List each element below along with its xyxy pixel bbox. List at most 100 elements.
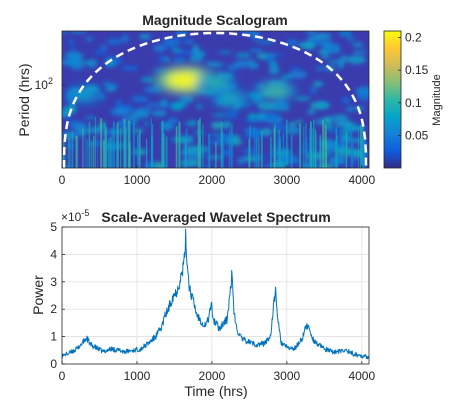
scalogram-y-tick-exponent: 2 — [48, 76, 53, 86]
scalogram-texture-cell — [295, 96, 311, 101]
scalogram-texture-cell — [227, 64, 239, 71]
scalogram-image — [62, 31, 369, 168]
scalogram-texture-cell — [71, 65, 85, 70]
colorbar-tick-label: 0.2 — [405, 31, 422, 45]
colorbar-tick-label: 0.1 — [405, 96, 422, 110]
scalogram-y-axis: 102 Period (hrs) — [16, 63, 65, 137]
scalogram-texture-cell — [244, 130, 263, 139]
scalogram-texture-cell — [102, 81, 113, 86]
spectrum-line — [62, 228, 369, 360]
scalogram-texture-cell — [217, 51, 233, 54]
scalogram-texture-cell — [288, 122, 297, 127]
scalogram-hotspot — [202, 76, 229, 89]
spectrum-x-axis: 0 1000 2000 3000 4000 — [59, 361, 375, 383]
scalogram-axes-box — [61, 30, 370, 169]
scalogram-texture-cell — [222, 148, 232, 157]
scalogram-texture-cell — [207, 62, 224, 67]
scalogram-texture-cell — [106, 38, 122, 45]
scalogram-texture-cell — [309, 87, 317, 94]
scalogram-x-tick-label: 2000 — [199, 173, 226, 187]
scalogram-texture-cell — [268, 66, 280, 75]
colorbar-tick-label: 0.05 — [405, 128, 429, 142]
scalogram-texture-cell — [255, 40, 275, 44]
scalogram-texture-cell — [121, 65, 139, 71]
scalogram-texture-cell — [67, 52, 84, 61]
scalogram-texture-cell — [302, 41, 316, 50]
spectrum-y-tick-label: 0 — [50, 357, 57, 371]
colorbar-box — [383, 30, 402, 169]
scalogram-texture-cell — [165, 45, 176, 49]
scalogram-texture-cell — [172, 47, 182, 53]
scalogram-texture-cell — [338, 31, 351, 33]
scalogram-streaks — [62, 116, 367, 168]
scalogram-texture-cell — [170, 101, 184, 111]
scalogram-texture-cell — [163, 56, 171, 62]
scalogram-texture-cell — [226, 137, 243, 146]
scalogram-texture-cell — [325, 123, 333, 131]
colorbar-gradient — [384, 31, 401, 168]
spectrum-y-tick-label: 1 — [50, 330, 57, 344]
scalogram-texture-cell — [257, 101, 277, 111]
scalogram-texture-cell — [264, 163, 271, 168]
spectrum-y-exponent-power: -5 — [81, 208, 89, 218]
scalogram-hotspot — [218, 93, 243, 105]
scalogram-title: Magnitude Scalogram — [142, 12, 287, 28]
scalogram-texture-cell — [179, 95, 194, 103]
spectrum-x-tick-label: 3000 — [274, 369, 301, 383]
scalogram-texture-cell — [209, 139, 229, 146]
scalogram-texture-cell — [180, 158, 200, 168]
scalogram-texture-cell — [112, 107, 131, 115]
scalogram-texture-cell — [100, 44, 107, 50]
spectrum-y-tick-label: 3 — [50, 275, 57, 289]
scalogram-x-tick-label: 4000 — [348, 173, 375, 187]
scalogram-texture-cell — [66, 120, 79, 124]
scalogram-texture-cell — [286, 39, 298, 47]
scalogram-y-tick-base: 10 — [35, 78, 49, 92]
scalogram-texture-cell — [140, 77, 154, 82]
scalogram-texture-cell — [310, 101, 330, 110]
spectrum-x-label: Time (hrs) — [184, 383, 247, 399]
spectrum-x-tick-label: 4000 — [348, 369, 375, 383]
scalogram-texture-cell — [173, 56, 186, 64]
spectrum-y-exponent: ×10-5 — [61, 208, 89, 224]
scalogram-texture-cell — [135, 107, 151, 114]
spectrum-y-tick-label: 5 — [50, 220, 57, 234]
scalogram-texture-cell — [145, 102, 162, 108]
scalogram-texture-cell — [161, 122, 174, 131]
scalogram-y-tick-label: 102 — [35, 76, 53, 92]
colorbar: 0.05 0.1 0.15 0.2 Magnitude — [383, 30, 443, 169]
scalogram-texture-cell — [130, 117, 138, 126]
scalogram-texture-cell — [195, 104, 204, 109]
scalogram-texture-cell — [131, 95, 149, 103]
scalogram-texture-cell — [340, 55, 348, 62]
scalogram-texture-cell — [151, 110, 167, 117]
spectrum-x-tick-label: 2000 — [199, 369, 226, 383]
scalogram-texture-cell — [322, 46, 341, 54]
scalogram-texture-cell — [205, 155, 224, 160]
spectrum-series-clip — [62, 228, 369, 360]
scalogram-texture-cell — [221, 121, 232, 129]
scalogram-texture-cell — [76, 127, 89, 134]
scalogram-texture-cell — [182, 39, 195, 45]
scalogram-texture-cell — [115, 99, 123, 108]
scalogram-hotspots — [66, 65, 297, 108]
scalogram-texture-cell — [339, 32, 353, 36]
colorbar-label: Magnitude — [431, 74, 443, 125]
scalogram-texture-cell — [192, 44, 199, 53]
scalogram-texture-cell — [242, 127, 261, 132]
scalogram-texture-cell — [328, 59, 346, 64]
spectrum-y-exponent-base: ×10 — [61, 210, 82, 224]
scalogram-texture-cell — [68, 31, 88, 33]
colorbar-ticks: 0.05 0.1 0.15 0.2 — [398, 31, 429, 142]
scalogram-texture-cell — [184, 145, 201, 154]
scalogram-texture-cell — [266, 54, 273, 63]
cone-of-influence — [62, 31, 368, 168]
scalogram-texture-cell — [304, 31, 317, 33]
scalogram-texture-cell — [291, 67, 301, 71]
scalogram-hotspot — [165, 71, 206, 90]
scalogram-texture-cell — [83, 116, 97, 120]
scalogram-texture-cell — [69, 47, 78, 52]
scalogram-texture-cell — [62, 31, 67, 34]
scalogram-texture-cell — [71, 132, 87, 137]
scalogram-texture-cell — [153, 44, 167, 52]
